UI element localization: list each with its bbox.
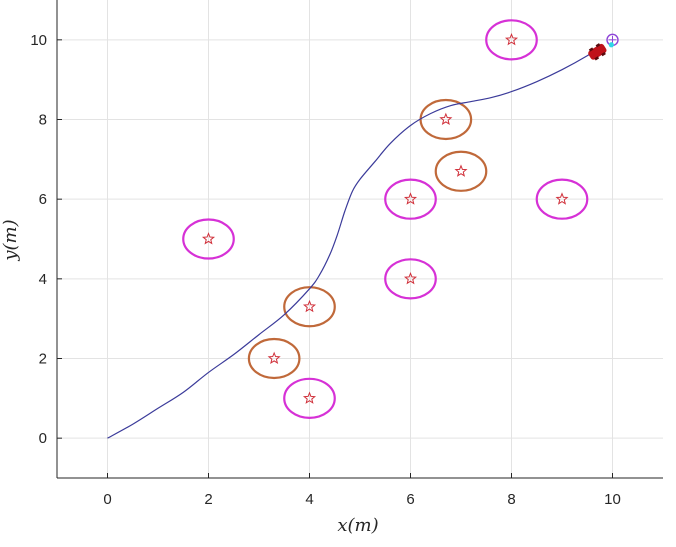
obstacle-star [201,232,216,245]
y-tick-label: 2 [39,351,47,368]
obstacle-star [403,192,418,205]
obstacle-star [302,299,317,313]
vehicle-body [588,43,607,61]
obstacle-star [267,351,281,365]
plot-area [57,0,663,478]
vehicle-wheel [595,43,601,48]
vehicle-wheel [594,56,600,61]
y-tick-label: 6 [39,191,47,208]
obstacle-star [302,391,317,404]
obstacle-circle [384,178,437,220]
x-tick-label: 4 [305,491,313,508]
vehicle-wheel [588,47,594,52]
obstacle-layer [182,19,589,419]
obstacle-star [454,164,468,177]
obstacle-circle [434,150,488,192]
trajectory-line [107,45,603,439]
x-tick-labels: 0 2 4 6 8 10 [103,491,621,508]
y-tick-label: 10 [30,32,47,49]
y-tick-label: 8 [39,112,47,129]
x-tick-label: 0 [103,491,111,508]
x-axis-label: x(m) [337,515,378,536]
x-tick-label: 6 [406,491,414,508]
y-tick-labels: 0 2 4 6 8 10 [30,32,47,447]
obstacle-circle [283,377,336,419]
obstacle-circle [535,178,589,220]
obstacle-star [403,271,418,285]
grid [57,0,663,478]
y-tick-label: 0 [39,430,47,447]
x-tick-label: 10 [604,491,621,508]
vehicle-wheel [601,51,606,57]
y-tick-label: 4 [39,271,47,288]
obstacle-star [555,192,569,205]
obstacle-star [439,112,453,126]
obstacle-circle [247,337,301,380]
obstacle-circle [283,286,336,328]
obstacle-star [504,32,519,46]
x-tick-label: 8 [507,491,515,508]
vehicle-marker [588,42,614,61]
obstacle-circle [182,218,235,260]
vehicle-chassis [588,43,607,60]
y-axis-label: y(m) [0,219,21,261]
axes-frame [56,0,663,479]
obstacle-circle [485,19,538,61]
x-tick-label: 2 [204,491,212,508]
obstacle-circle [384,258,437,300]
vehicle-heading-dot [608,42,614,48]
